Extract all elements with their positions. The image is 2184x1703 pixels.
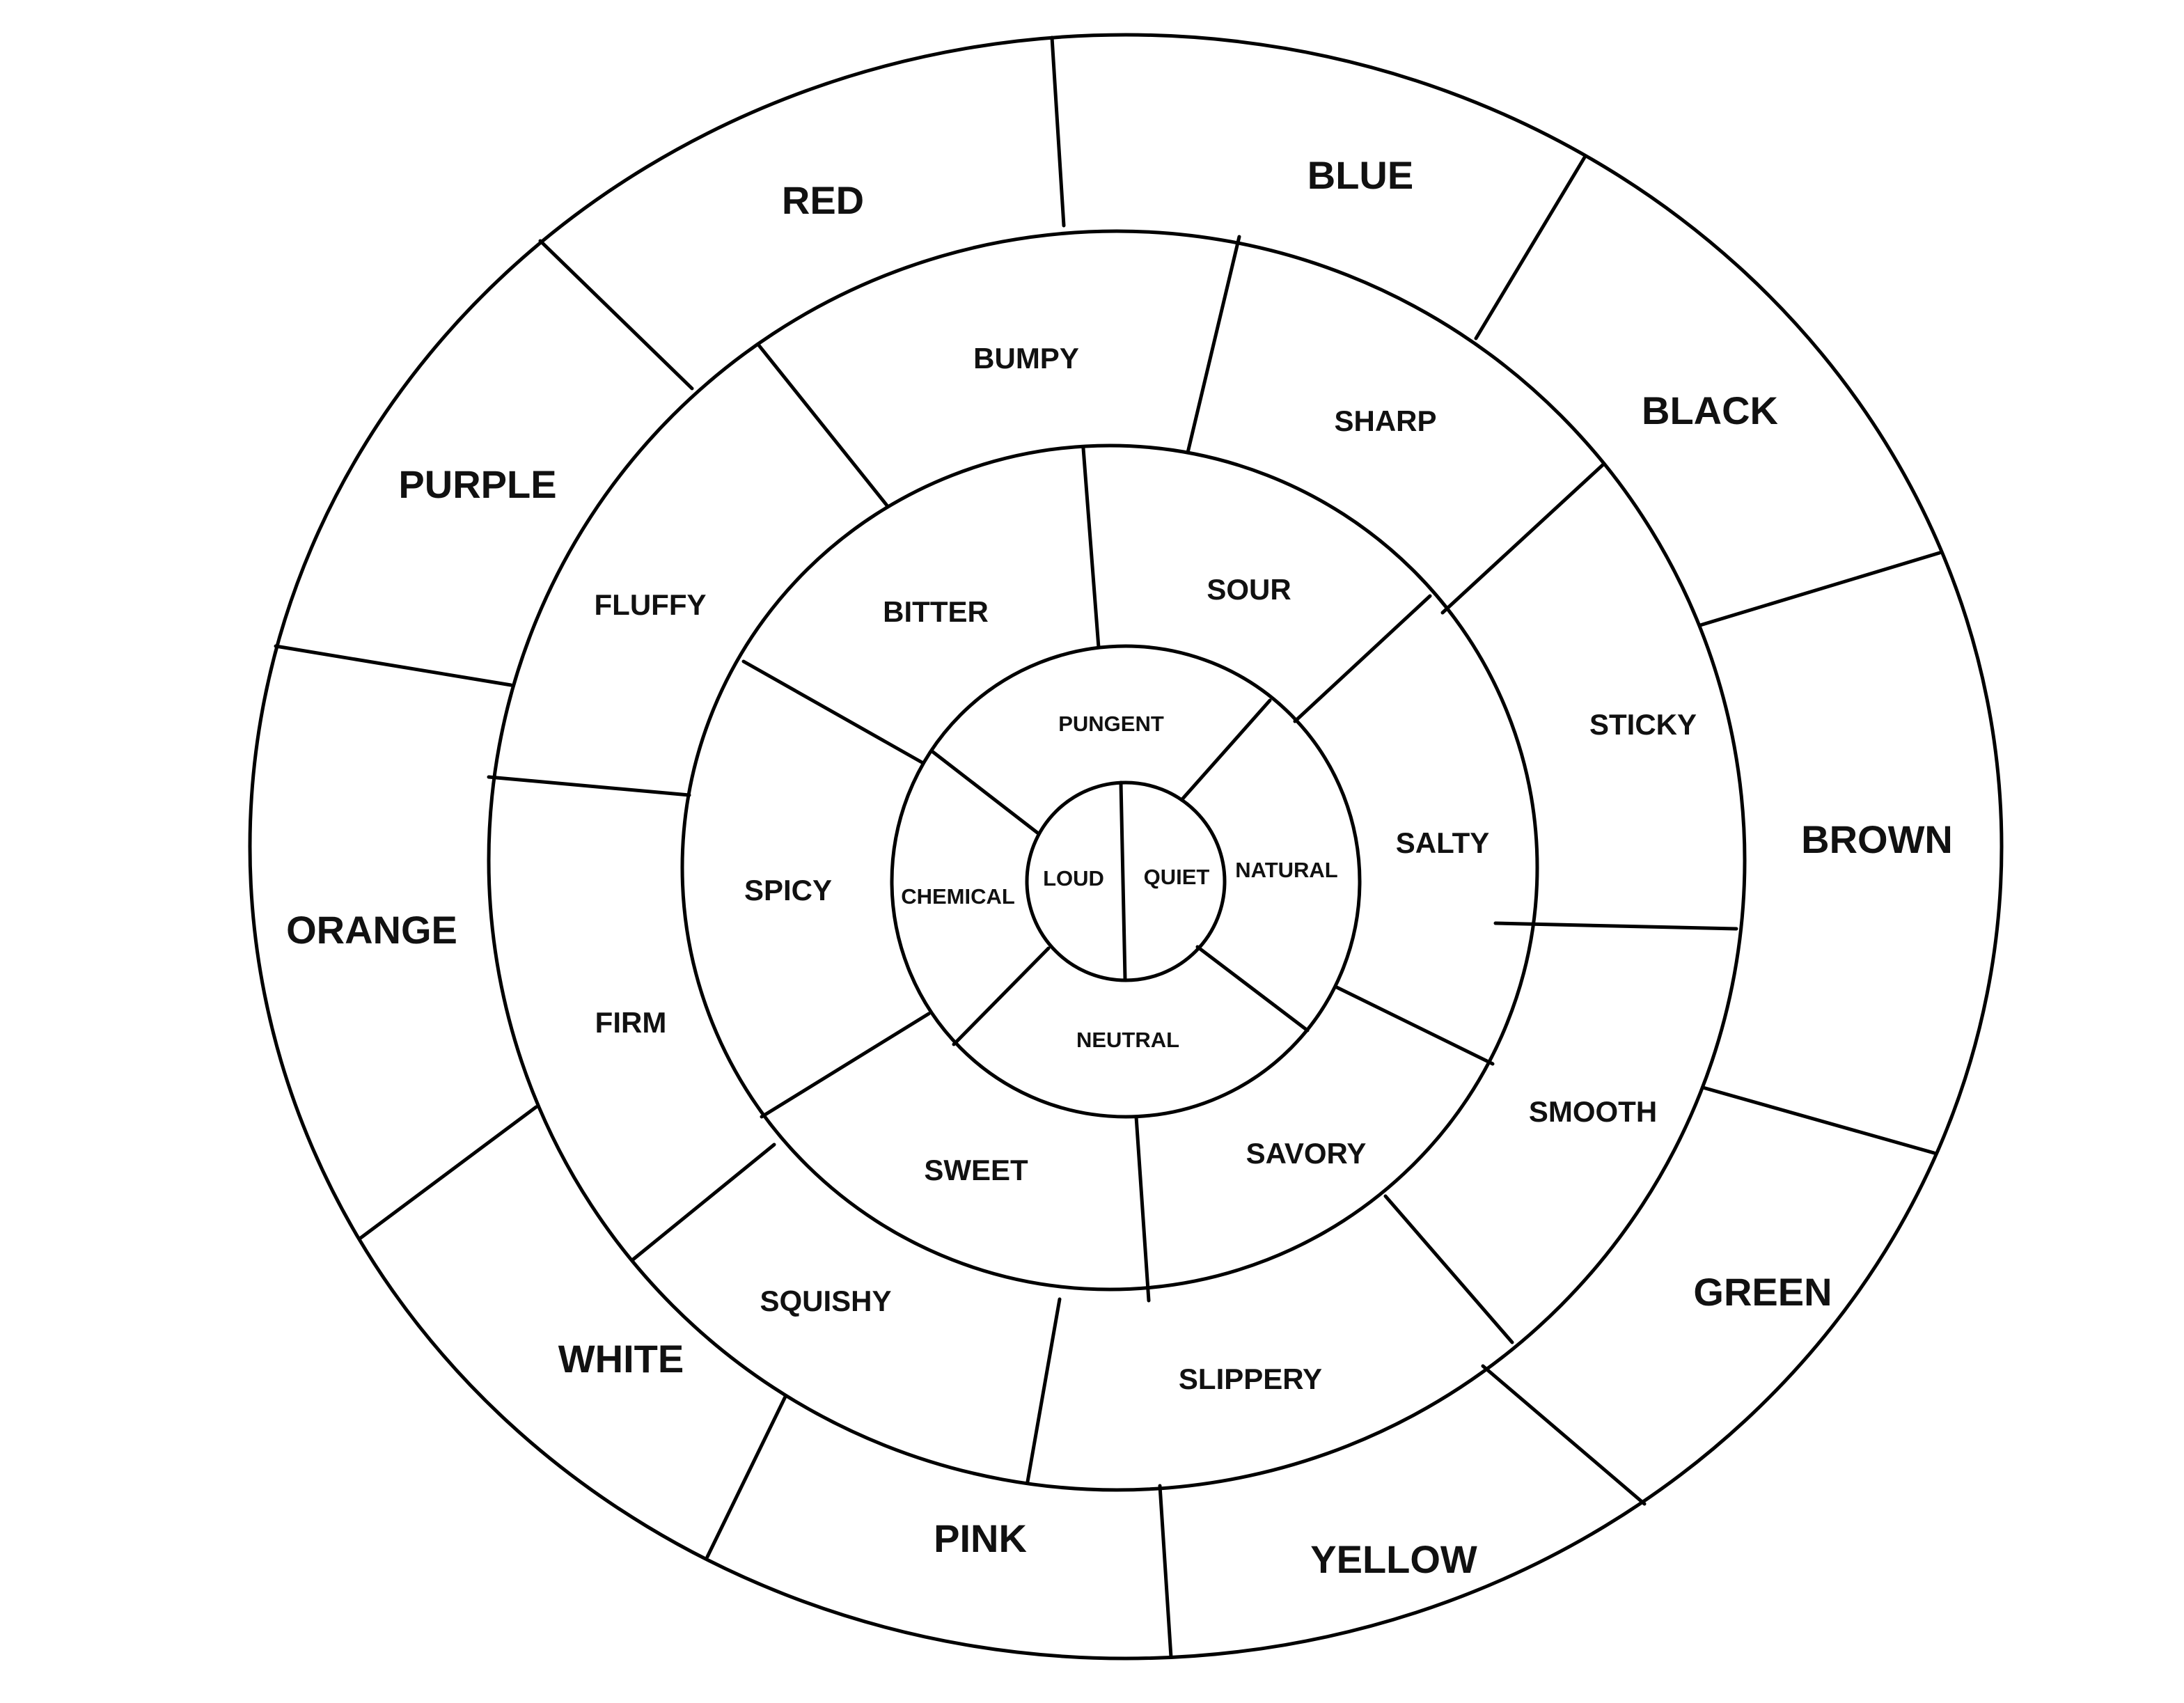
ring-tastes-inner — [890, 644, 1362, 1119]
color-label-pink: PINK — [934, 1516, 1027, 1560]
divider-smells — [1180, 698, 1272, 801]
color-label-brown: BROWN — [1801, 817, 1953, 861]
color-label-purple: PURPLE — [398, 462, 556, 506]
wheel-dividers — [274, 36, 1942, 1659]
smell-label-natural: NATURAL — [1235, 858, 1338, 882]
taste-label-sweet: SWEET — [924, 1154, 1028, 1186]
wheel-labels: RED BLUE BLACK BROWN GREEN YELLOW PINK W… — [286, 153, 1953, 1581]
taste-label-savory: SAVORY — [1246, 1137, 1367, 1170]
smell-label-chemical: CHEMICAL — [901, 884, 1015, 909]
divider-tastes — [1134, 1115, 1151, 1303]
texture-label-bumpy: BUMPY — [973, 342, 1079, 375]
divider-colors — [1050, 36, 1066, 228]
divider-colors — [705, 1395, 787, 1559]
texture-label-sharp: SHARP — [1334, 405, 1436, 437]
divider-colors — [1158, 1484, 1173, 1659]
divider-tastes — [1081, 446, 1101, 650]
smell-label-pungent: PUNGENT — [1058, 712, 1164, 736]
ring-colors-inner — [487, 229, 1747, 1492]
color-label-red: RED — [782, 178, 864, 222]
divider-textures — [1383, 1194, 1514, 1344]
ring-outer — [248, 33, 2004, 1661]
color-label-black: BLACK — [1642, 389, 1778, 432]
divider-sounds — [1119, 780, 1127, 981]
color-label-white: WHITE — [558, 1337, 684, 1381]
divider-colors — [1481, 1364, 1647, 1506]
color-label-yellow: YELLOW — [1310, 1537, 1477, 1581]
sound-label-quiet: QUIET — [1144, 865, 1210, 889]
divider-colors — [1474, 155, 1587, 340]
divider-textures — [1493, 921, 1738, 931]
texture-label-fluffy: FLUFFY — [595, 588, 707, 621]
divider-textures — [757, 343, 889, 508]
texture-label-sticky: STICKY — [1589, 708, 1697, 741]
divider-smells — [952, 946, 1051, 1046]
taste-label-sour: SOUR — [1207, 573, 1291, 606]
divider-tastes — [741, 659, 925, 765]
taste-label-spicy: SPICY — [744, 874, 832, 907]
color-label-orange: ORANGE — [286, 908, 457, 952]
divider-colors — [274, 644, 513, 687]
divider-textures — [487, 775, 691, 797]
smell-label-neutral: NEUTRAL — [1076, 1028, 1179, 1052]
divider-tastes — [760, 1012, 931, 1119]
divider-colors — [1701, 1085, 1936, 1155]
ring-textures-inner — [680, 444, 1539, 1292]
divider-colors — [538, 239, 694, 391]
divider-textures — [1026, 1297, 1062, 1484]
color-label-green: GREEN — [1693, 1270, 1832, 1314]
texture-label-slippery: SLIPPERY — [1179, 1363, 1322, 1395]
divider-tastes — [1293, 594, 1432, 723]
divider-smells — [1195, 945, 1310, 1033]
texture-label-smooth: SMOOTH — [1529, 1095, 1657, 1128]
divider-textures — [1186, 235, 1241, 455]
taste-label-bitter: BITTER — [883, 595, 989, 628]
divider-textures — [630, 1143, 776, 1262]
divider-colors — [359, 1105, 538, 1240]
wheel-rings — [248, 33, 2004, 1661]
divider-textures — [1440, 462, 1606, 615]
color-label-blue: BLUE — [1307, 153, 1413, 197]
texture-label-squishy: SQUISHY — [760, 1285, 891, 1317]
divider-smells — [931, 750, 1039, 835]
taste-label-salty: SALTY — [1396, 826, 1490, 859]
sound-label-loud: LOUD — [1043, 866, 1104, 890]
texture-label-firm: FIRM — [595, 1006, 667, 1039]
divider-colors — [1698, 551, 1942, 627]
divider-tastes — [1335, 985, 1495, 1066]
